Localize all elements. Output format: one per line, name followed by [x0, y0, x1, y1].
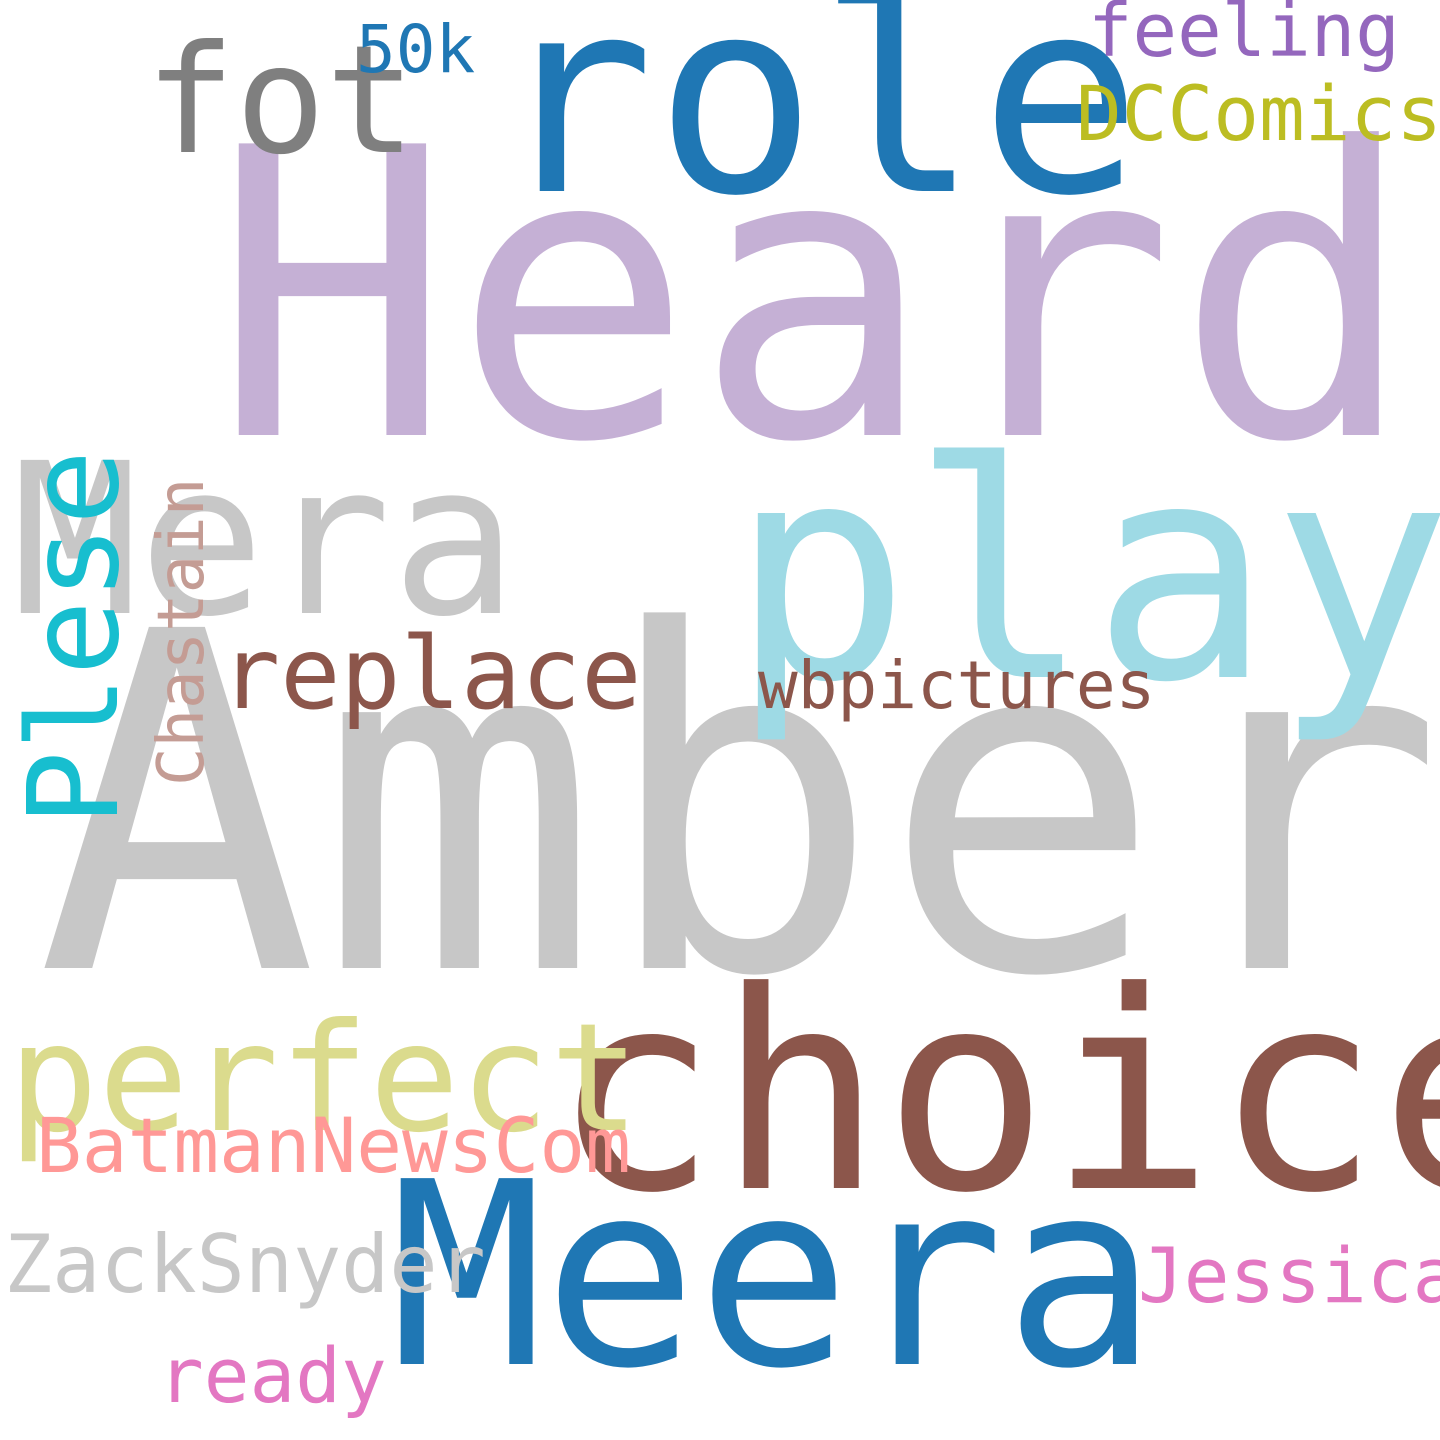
- word-mera: Mera: [12, 418, 518, 664]
- word-play: play: [730, 399, 1440, 748]
- word-perfect: perfect: [8, 992, 641, 1166]
- word-amber: Amber: [36, 535, 1440, 1080]
- word-feeling: feeling: [1088, 0, 1400, 75]
- word-choice: choice: [552, 933, 1440, 1253]
- word-chastain: Chastain: [145, 477, 219, 786]
- word-plese: Plese: [2, 449, 147, 826]
- word-heard: Heard: [212, 65, 1417, 530]
- word-jessica: Jessica: [1138, 1230, 1440, 1320]
- word-replace: replace: [220, 615, 642, 732]
- word-ready: ready: [158, 1330, 387, 1420]
- word-meera: Meera: [390, 1128, 1158, 1426]
- word-batmannewscom: BatmanNewsCom: [36, 1100, 631, 1190]
- word-dccomics: DCComics: [1076, 68, 1440, 158]
- word-wbpictures: wbpictures: [758, 647, 1156, 725]
- word-zacksnyder: ZackSnyder: [4, 1218, 486, 1312]
- word-fot: fot: [145, 14, 416, 188]
- word-50k: 50k: [356, 11, 476, 89]
- word-role: role: [492, 0, 1143, 255]
